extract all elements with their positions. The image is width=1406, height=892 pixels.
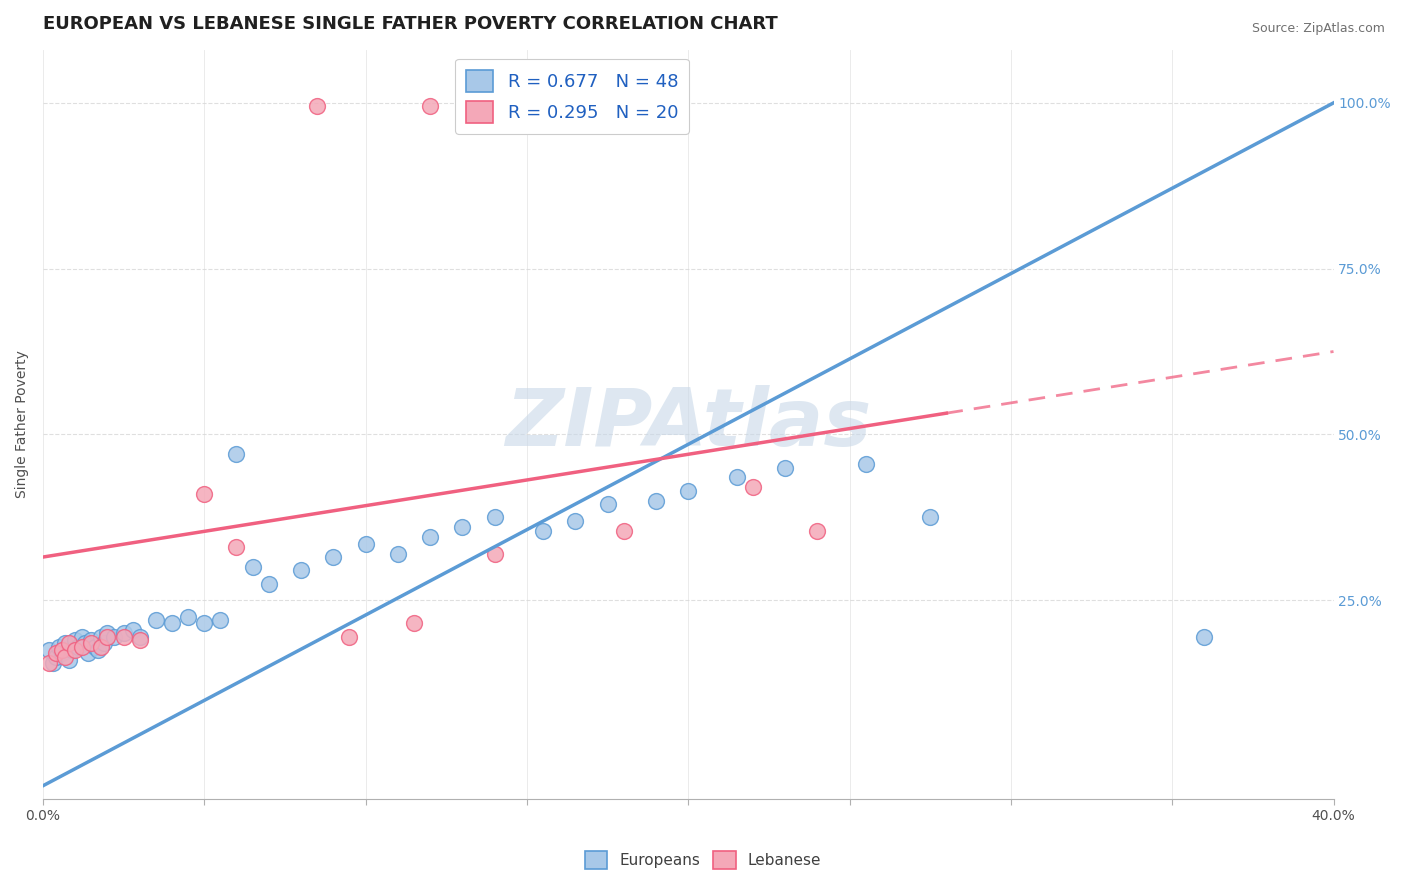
Text: EUROPEAN VS LEBANESE SINGLE FATHER POVERTY CORRELATION CHART: EUROPEAN VS LEBANESE SINGLE FATHER POVER… [44,15,778,33]
Point [257,576,280,591]
Point [484,510,506,524]
Point [855,457,877,471]
Point [96,626,118,640]
Point [48,640,70,654]
Point [55,649,77,664]
Point [402,616,425,631]
Point [103,630,125,644]
Point [128,630,150,644]
Point [87,643,110,657]
Point [55,636,77,650]
Point [90,640,112,654]
Point [419,99,441,113]
Point [451,520,474,534]
Point [70,640,93,654]
Point [96,630,118,644]
Point [63,643,86,657]
Point [676,483,699,498]
Point [564,514,586,528]
Point [112,630,135,644]
Point [193,487,215,501]
Point [531,524,554,538]
Point [339,630,361,644]
Point [1194,630,1216,644]
Point [242,560,264,574]
Legend: R = 0.677   N = 48, R = 0.295   N = 20: R = 0.677 N = 48, R = 0.295 N = 20 [456,59,689,134]
Point [128,632,150,647]
Point [177,609,200,624]
Point [73,636,96,650]
Point [38,656,60,670]
Point [112,626,135,640]
Point [45,646,67,660]
Point [67,640,90,654]
Point [209,613,232,627]
Point [63,632,86,647]
Point [225,540,247,554]
Point [60,643,83,657]
Legend: Europeans, Lebanese: Europeans, Lebanese [578,845,828,875]
Point [387,547,409,561]
Point [145,613,167,627]
Point [725,470,748,484]
Point [484,547,506,561]
Y-axis label: Single Father Poverty: Single Father Poverty [15,351,30,499]
Point [307,99,329,113]
Point [122,623,145,637]
Point [225,447,247,461]
Point [920,510,942,524]
Point [51,643,73,657]
Point [80,636,103,650]
Point [596,497,619,511]
Point [93,636,115,650]
Point [322,550,344,565]
Point [160,616,183,631]
Point [70,630,93,644]
Point [45,649,67,664]
Point [38,643,60,657]
Point [83,640,105,654]
Point [58,636,80,650]
Point [645,493,668,508]
Text: ZIPAtlas: ZIPAtlas [505,385,872,464]
Point [41,656,63,670]
Point [80,632,103,647]
Point [419,530,441,544]
Point [773,460,796,475]
Text: Source: ZipAtlas.com: Source: ZipAtlas.com [1251,22,1385,36]
Point [613,524,636,538]
Point [58,653,80,667]
Point [193,616,215,631]
Point [354,537,377,551]
Point [290,563,312,577]
Point [77,646,100,660]
Point [741,480,763,494]
Point [51,646,73,660]
Point [90,630,112,644]
Point [806,524,828,538]
